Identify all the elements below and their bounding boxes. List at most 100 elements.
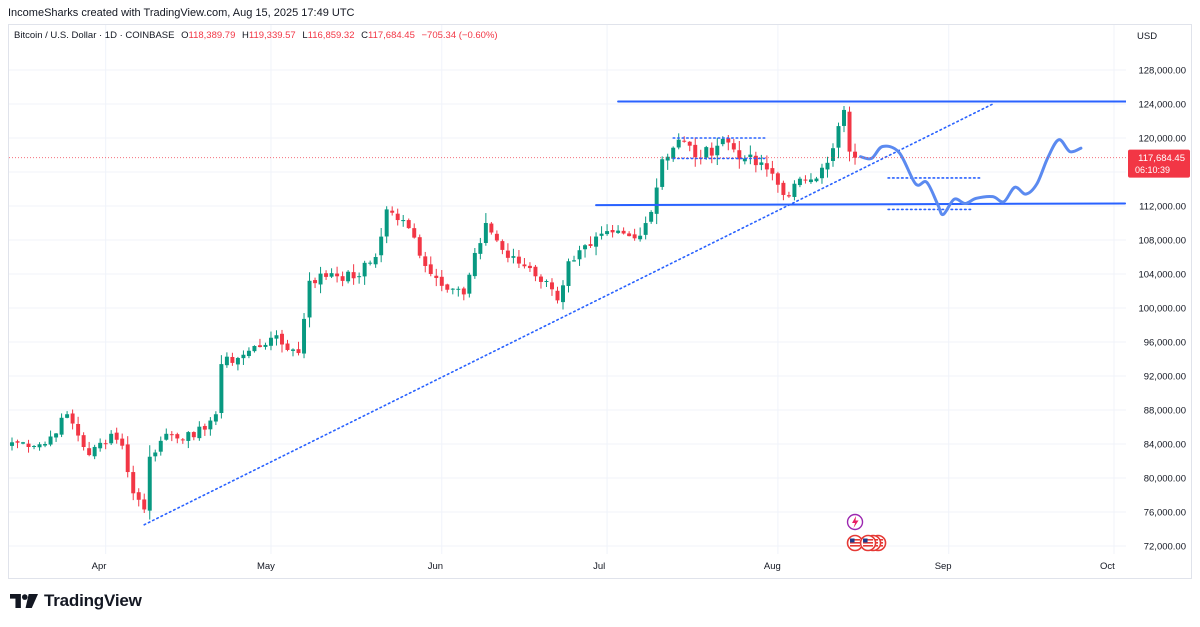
candle-body[interactable] <box>379 236 384 256</box>
candle-body[interactable] <box>577 250 582 260</box>
candle-body[interactable] <box>500 241 505 250</box>
candle-body[interactable] <box>296 349 301 354</box>
candle-body[interactable] <box>434 275 439 279</box>
candle-body[interactable] <box>671 147 676 159</box>
event-markers[interactable] <box>846 513 887 552</box>
candle-body[interactable] <box>775 173 780 185</box>
candle-body[interactable] <box>599 233 604 236</box>
candle-body[interactable] <box>92 446 97 457</box>
candle-body[interactable] <box>59 417 64 435</box>
candle-body[interactable] <box>522 264 527 267</box>
ascending-trendline[interactable] <box>143 103 994 526</box>
candle-body[interactable] <box>147 456 152 511</box>
candle-body[interactable] <box>561 285 565 303</box>
candle-body[interactable] <box>808 179 813 183</box>
candle-body[interactable] <box>257 345 262 348</box>
candlesticks[interactable] <box>10 106 858 520</box>
candle-body[interactable] <box>373 257 378 265</box>
candle-body[interactable] <box>136 492 141 500</box>
candle-body[interactable] <box>676 139 681 148</box>
candle-body[interactable] <box>37 444 42 448</box>
candle-body[interactable] <box>153 452 158 457</box>
candle-body[interactable] <box>627 233 632 237</box>
candle-body[interactable] <box>445 284 450 290</box>
projected-path[interactable] <box>859 138 1083 217</box>
candle-body[interactable] <box>54 433 59 438</box>
candle-body[interactable] <box>687 141 692 146</box>
candle-body[interactable] <box>142 499 147 510</box>
candle-body[interactable] <box>65 414 70 418</box>
candle-body[interactable] <box>158 440 163 452</box>
candle-body[interactable] <box>693 144 698 158</box>
candle-body[interactable] <box>324 273 329 277</box>
candle-body[interactable] <box>98 442 103 449</box>
candle-body[interactable] <box>544 281 549 283</box>
candle-body[interactable] <box>731 143 736 150</box>
candle-body[interactable] <box>616 230 621 233</box>
candle-body[interactable] <box>764 163 769 170</box>
candle-body[interactable] <box>313 280 318 284</box>
candle-body[interactable] <box>21 442 26 444</box>
candle-body[interactable] <box>252 346 257 352</box>
candle-body[interactable] <box>594 236 599 247</box>
candle-body[interactable] <box>191 432 196 438</box>
candle-body[interactable] <box>610 230 615 233</box>
candle-body[interactable] <box>109 433 114 444</box>
candle-body[interactable] <box>291 349 295 351</box>
candle-body[interactable] <box>368 262 373 264</box>
candle-body[interactable] <box>605 231 610 235</box>
candle-body[interactable] <box>439 276 444 286</box>
candle-body[interactable] <box>318 273 323 285</box>
candle-body[interactable] <box>197 426 202 439</box>
candle-body[interactable] <box>831 148 835 161</box>
candle-body[interactable] <box>842 109 846 126</box>
candle-body[interactable] <box>307 280 312 318</box>
plot-area[interactable] <box>10 100 1136 526</box>
candle-body[interactable] <box>186 432 191 441</box>
candle-body[interactable] <box>786 195 791 197</box>
candle-body[interactable] <box>15 441 20 443</box>
candle-body[interactable] <box>461 288 466 295</box>
candle-body[interactable] <box>588 244 593 246</box>
candle-body[interactable] <box>263 344 268 347</box>
candle-body[interactable] <box>362 262 367 277</box>
candle-body[interactable] <box>853 151 858 158</box>
candle-body[interactable] <box>43 444 48 446</box>
candle-body[interactable] <box>169 434 174 436</box>
candle-body[interactable] <box>494 233 499 241</box>
candle-body[interactable] <box>235 357 240 365</box>
candle-body[interactable] <box>412 228 417 238</box>
candle-body[interactable] <box>103 443 108 445</box>
candle-body[interactable] <box>384 209 389 237</box>
currency-label[interactable]: USD <box>1130 28 1186 45</box>
candle-body[interactable] <box>566 261 571 286</box>
candle-body[interactable] <box>450 288 455 290</box>
candle-body[interactable] <box>131 472 136 494</box>
candle-body[interactable] <box>621 230 626 234</box>
candle-body[interactable] <box>516 256 521 264</box>
candle-body[interactable] <box>202 425 207 430</box>
candle-body[interactable] <box>632 234 637 239</box>
candle-body[interactable] <box>649 211 654 222</box>
candle-body[interactable] <box>357 276 362 278</box>
candle-body[interactable] <box>538 276 543 282</box>
candle-body[interactable] <box>285 343 290 350</box>
candle-body[interactable] <box>478 243 483 254</box>
drawings[interactable] <box>143 100 1136 526</box>
candle-body[interactable] <box>511 256 516 258</box>
candle-body[interactable] <box>483 223 488 243</box>
candle-body[interactable] <box>643 223 648 235</box>
candle-body[interactable] <box>246 350 251 357</box>
candle-body[interactable] <box>472 252 477 277</box>
candle-body[interactable] <box>814 178 819 182</box>
candle-body[interactable] <box>208 420 213 430</box>
last-price-label[interactable] <box>1128 149 1190 178</box>
candle-body[interactable] <box>213 414 218 422</box>
candle-body[interactable] <box>125 444 130 473</box>
candle-body[interactable] <box>555 290 560 301</box>
candle-body[interactable] <box>274 335 279 339</box>
candle-body[interactable] <box>803 179 808 181</box>
us-flag-icon[interactable] <box>859 534 877 552</box>
candle-body[interactable] <box>302 318 307 354</box>
candle-body[interactable] <box>10 442 14 446</box>
